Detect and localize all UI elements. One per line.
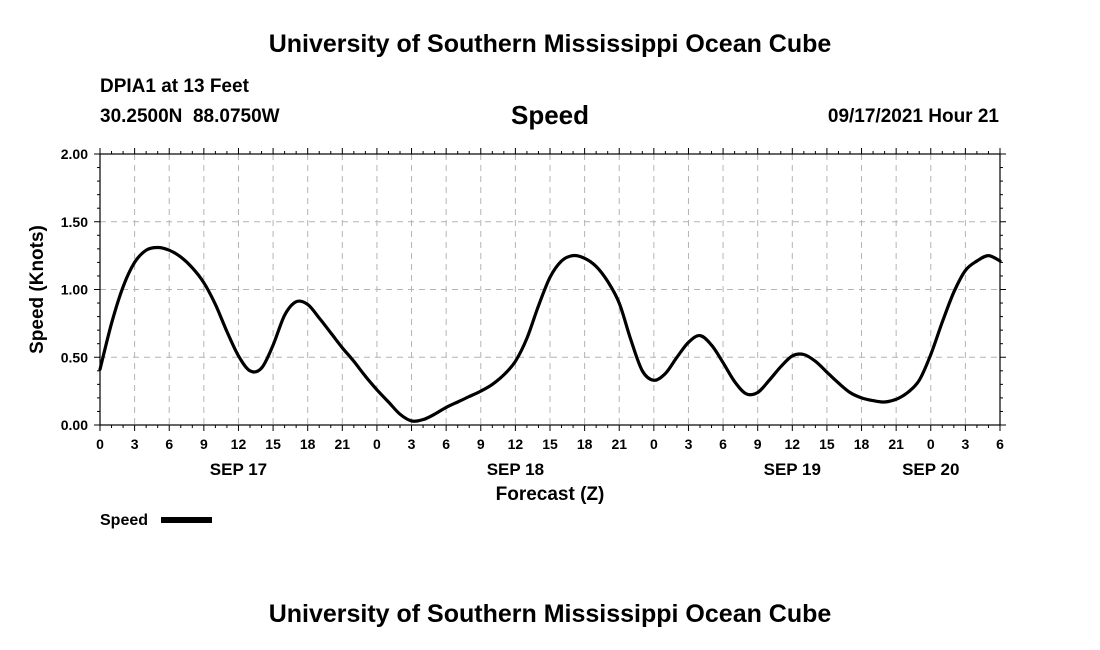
x-tick-label: 6: [165, 436, 173, 452]
x-tick-label: 21: [888, 436, 904, 452]
x-tick-label: 9: [477, 436, 485, 452]
variable-title: Speed: [510, 100, 590, 130]
y-tick-label: 0.00: [61, 417, 88, 433]
x-tick-label: 9: [754, 436, 762, 452]
x-tick-label: 18: [300, 436, 316, 452]
x-tick-label: 21: [611, 436, 627, 452]
y-tick-labels: 0.00 0.50 1.00 1.50 2.00: [61, 146, 88, 433]
x-tick-label: 0: [650, 436, 658, 452]
x-tick-label: 0: [927, 436, 935, 452]
x-tick-label: 15: [265, 436, 281, 452]
station-coordinates: 30.2500N 88.0750W: [100, 106, 280, 127]
day-label: SEP 17: [210, 460, 267, 479]
x-tick-label: 12: [785, 436, 801, 452]
day-label: SEP 19: [764, 460, 821, 479]
y-tick-label: 1.00: [61, 282, 88, 298]
page-title-top: University of Southern Mississippi Ocean…: [268, 30, 832, 58]
x-tick-label: 6: [996, 436, 1004, 452]
page-title-bottom: University of Southern Mississippi Ocean…: [268, 600, 832, 628]
day-label: SEP 18: [487, 460, 544, 479]
x-tick-label: 15: [819, 436, 835, 452]
y-axis-title: Speed (Knots): [27, 225, 48, 354]
grid-lines: [100, 154, 1000, 425]
x-tick-label: 21: [335, 436, 351, 452]
y-tick-label: 1.50: [61, 214, 88, 230]
x-tick-label: 0: [373, 436, 381, 452]
day-label: SEP 20: [902, 460, 959, 479]
x-tick-label: 6: [719, 436, 727, 452]
x-tick-labels: 0 3 6 9 12 15 18 21 0 3 6 9 12 15 18 21 0 3 6 9 12 15 18 21 0 3 6: [96, 436, 1004, 452]
x-tick-label: 6: [442, 436, 450, 452]
station-name: DPIA1 at 13 Feet: [100, 76, 249, 97]
x-tick-label: 3: [685, 436, 693, 452]
x-tick-label: 15: [542, 436, 558, 452]
x-tick-label: 12: [508, 436, 524, 452]
plot-frame: [99, 153, 1001, 426]
forecast-datetime: 09/17/2021 Hour 21: [827, 106, 999, 127]
x-tick-label: 3: [408, 436, 416, 452]
y-tick-label: 2.00: [61, 146, 88, 162]
x-tick-label: 18: [854, 436, 870, 452]
y-tick-label: 0.50: [61, 349, 88, 365]
speed-series-line: [98, 245, 1002, 423]
day-labels: SEP 17 SEP 18 SEP 19 SEP 20: [210, 460, 960, 479]
x-tick-label: 3: [131, 436, 139, 452]
x-axis-title: Forecast (Z): [496, 484, 605, 505]
x-tick-label: 18: [577, 436, 593, 452]
x-tick-label: 3: [961, 436, 969, 452]
legend-label: Speed: [100, 512, 148, 529]
x-tick-label: 12: [231, 436, 247, 452]
x-tick-label: 9: [200, 436, 208, 452]
x-tick-label: 0: [96, 436, 104, 452]
